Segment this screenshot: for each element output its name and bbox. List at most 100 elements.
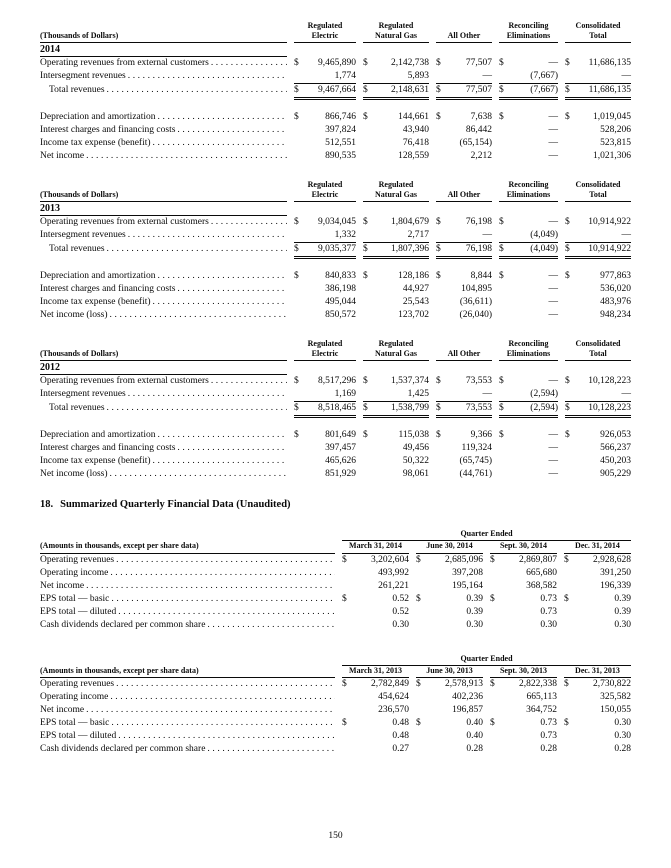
table-row: EPS total — diluted 0.48 0.40 0.73 0.30 [40, 730, 631, 743]
value-cell: 890,535 [287, 150, 356, 163]
dollar-sign: $ [565, 376, 570, 386]
value-cell: — [492, 442, 559, 455]
column-header-label: Regulated Electric [294, 21, 356, 43]
dollar-sign: $ [363, 112, 368, 122]
cell-value: 866,746 [325, 112, 356, 122]
value-cell: 195,164 [409, 580, 483, 593]
value-cell-inner: 493,992 [342, 567, 409, 580]
dollar-sign: $ [294, 430, 299, 440]
value-cell: 0.28 [557, 743, 631, 756]
dollar-sign: $ [294, 58, 299, 68]
value-cell: 43,940 [356, 124, 429, 137]
row-label-text: Income tax expense (benefit) [40, 456, 151, 466]
value-cell: $3,202,604 [335, 554, 409, 567]
column-header: Reconciling Eliminations [492, 339, 558, 361]
row-label-text: Total revenues [49, 244, 105, 254]
table-row: Cash dividends declared per common share… [40, 619, 631, 632]
value-cell-inner: $77,507 [436, 57, 492, 70]
table-row: EPS total — diluted 0.52 0.39 0.73 0.39 [40, 606, 631, 619]
dot-leader [151, 137, 287, 150]
value-cell-inner: — [565, 388, 631, 402]
value-cell: 1,774 [287, 70, 356, 84]
table-row: Depreciation and amortization$801,649$11… [40, 429, 631, 442]
cell-value: 196,857 [452, 705, 483, 715]
value-cell-inner: $115,038 [363, 429, 429, 442]
cell-value: 76,198 [465, 244, 492, 254]
dollar-sign: $ [294, 403, 299, 413]
cell-value: 0.28 [540, 744, 557, 754]
column-header-label: Reconciling Eliminations [499, 21, 558, 43]
value-cell-inner: $9,465,890 [294, 57, 356, 70]
column-header-label: Regulated Natural Gas [363, 180, 429, 202]
table-row: Net income 890,535 128,559 2,212 — 1,021,306 [40, 150, 631, 163]
value-cell: 128,559 [356, 150, 429, 163]
cell-value: 196,339 [600, 580, 631, 591]
cell-value: 512,551 [325, 138, 356, 148]
value-cell-inner: — [499, 468, 559, 481]
value-cell-inner: (36,611) [436, 296, 492, 309]
row-label: Depreciation and amortization [40, 270, 287, 283]
row-label: Interest charges and financing costs [40, 442, 287, 455]
value-cell: $1,804,679 [356, 216, 429, 229]
row-label: EPS total — basic [40, 593, 335, 606]
value-cell: $9,467,664 [287, 84, 356, 100]
cell-value: 665,680 [526, 567, 557, 578]
value-cell-inner: $8,517,296 [294, 375, 356, 388]
value-cell-inner: $0.40 [416, 717, 483, 730]
value-cell-inner: 450,203 [565, 455, 631, 468]
column-header: Reconciling Eliminations [492, 21, 558, 43]
row-label: Operating revenues [40, 678, 335, 691]
row-label-text: Income tax expense (benefit) [40, 138, 151, 148]
value-cell: 5,893 [356, 70, 429, 84]
cell-value: — [548, 469, 559, 479]
value-cell-inner: $1,538,799 [363, 402, 429, 418]
value-cell-inner: (7,667) [499, 70, 558, 84]
value-cell-inner: $2,928,628 [564, 554, 631, 567]
cell-value: 0.30 [614, 731, 631, 741]
dollar-sign: $ [564, 679, 569, 689]
cell-value: 483,976 [600, 297, 631, 307]
value-cell-inner: 43,940 [363, 124, 429, 137]
row-label: Income tax expense (benefit) [40, 296, 287, 309]
value-cell-inner: 0.28 [416, 743, 483, 756]
dollar-sign: $ [565, 112, 570, 122]
value-cell: 261,221 [335, 580, 409, 593]
cell-value: 536,020 [600, 284, 631, 294]
value-cell-inner: — [499, 309, 559, 322]
cell-value: (2,594) [530, 403, 558, 413]
cell-value: 0.73 [540, 606, 557, 617]
value-cell: 104,895 [429, 283, 492, 296]
dollar-sign: $ [499, 430, 504, 440]
table-row: Income tax expense (benefit) 512,551 76,41… [40, 137, 631, 150]
dot-leader [156, 429, 287, 442]
dollar-sign: $ [363, 376, 368, 386]
dot-leader [175, 442, 287, 455]
quarter-ended-row: Quarter Ended [40, 654, 631, 666]
value-cell: 0.30 [557, 730, 631, 743]
cell-value: 840,833 [325, 271, 356, 281]
cell-value: 77,507 [465, 85, 492, 95]
cell-value: 0.30 [540, 619, 557, 630]
value-cell-inner: 0.48 [342, 730, 409, 743]
value-cell-inner: 1,021,306 [565, 150, 631, 163]
dollar-sign: $ [342, 593, 347, 604]
dollar-sign: $ [499, 217, 504, 227]
header-spacer [40, 654, 335, 666]
value-cell-inner: $0.73 [490, 593, 557, 606]
cell-value: 0.30 [392, 619, 409, 630]
value-cell: $ (4,049) [492, 243, 558, 259]
dot-leader [209, 57, 287, 70]
value-cell: — [492, 296, 559, 309]
dollar-sign: $ [342, 679, 347, 689]
cell-value: — [548, 430, 559, 440]
value-cell: $1,537,374 [356, 375, 429, 388]
dollar-sign: $ [416, 679, 421, 689]
column-header: Dec. 31, 2013 [557, 666, 631, 678]
value-cell: $115,038 [356, 429, 429, 442]
cell-value: 2,685,096 [445, 554, 483, 565]
value-cell: 98,061 [356, 468, 429, 481]
value-cell: — [492, 137, 559, 150]
cell-value: 0.30 [614, 619, 631, 630]
value-cell: 397,824 [287, 124, 356, 137]
cell-value: 0.27 [392, 744, 409, 754]
